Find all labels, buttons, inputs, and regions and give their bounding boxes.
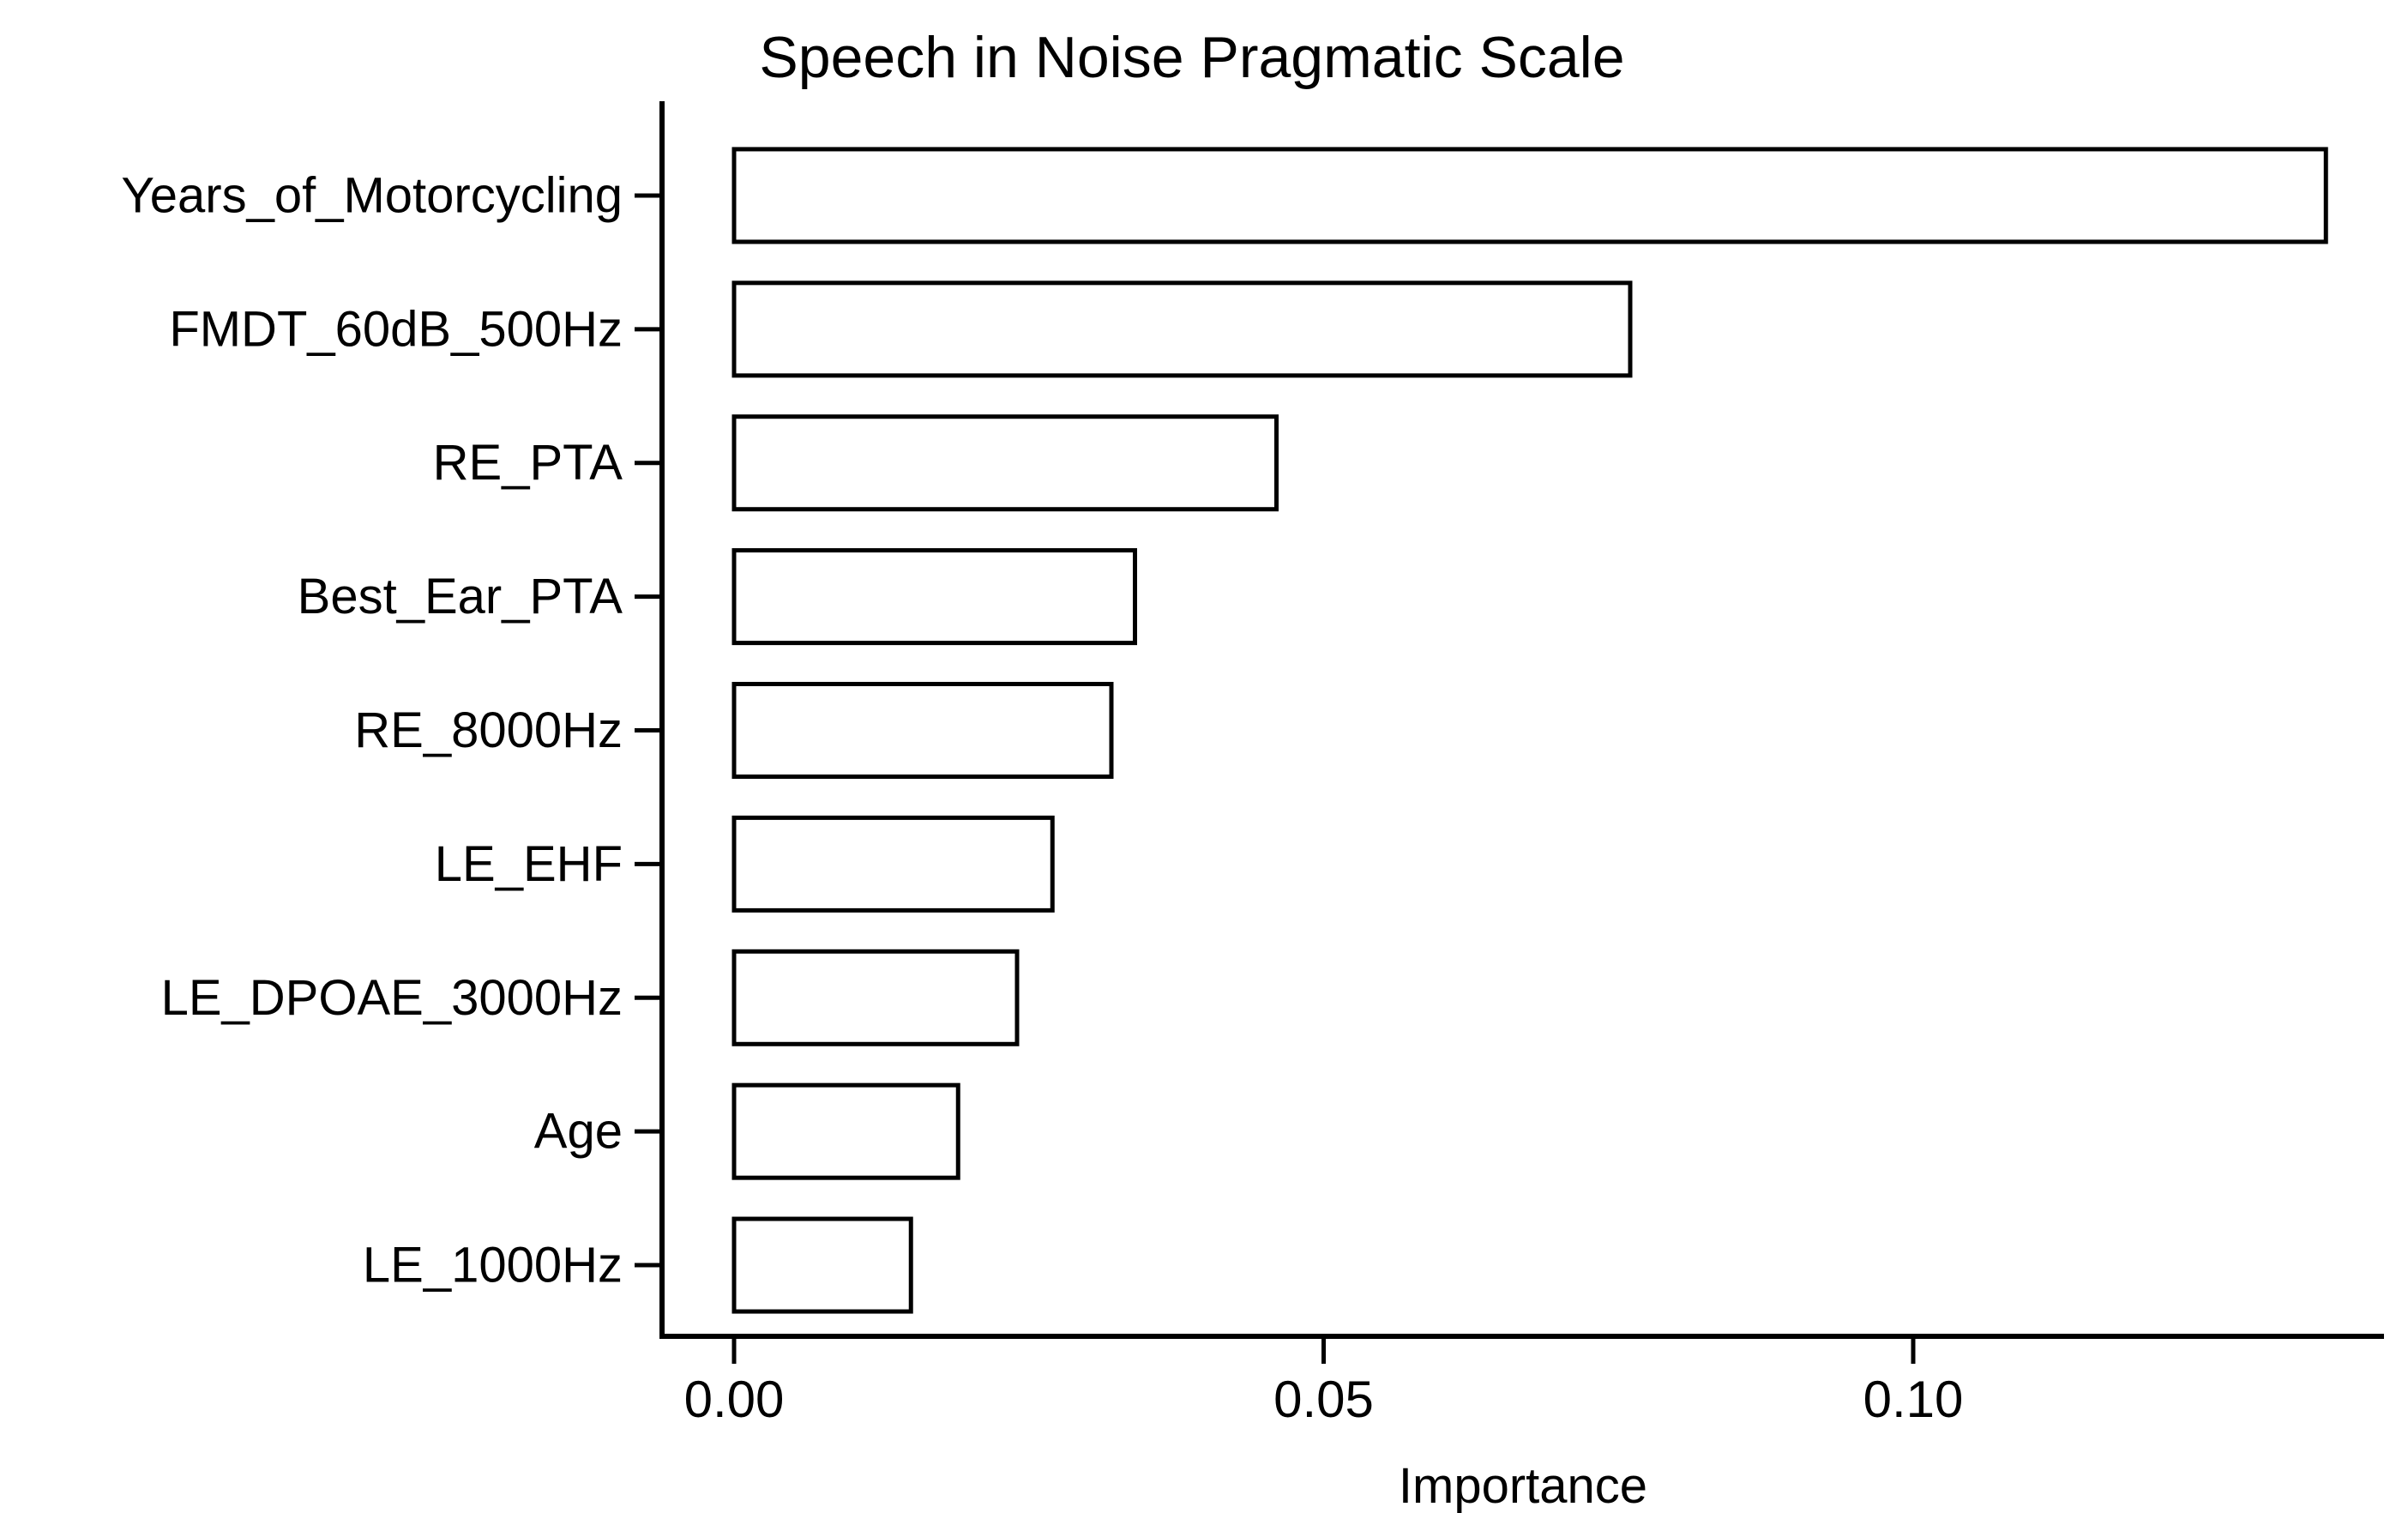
- axes-group: [635, 101, 2384, 1364]
- category-label-age: Age: [534, 1104, 623, 1160]
- category-label-le_dpoae_3000hz: LE_DPOAE_3000Hz: [161, 970, 623, 1026]
- bar-le_1000hz: [731, 1216, 913, 1314]
- x-axis-title: Importance: [1399, 1458, 1647, 1513]
- x-tick-label-2: 0.10: [1863, 1371, 1964, 1428]
- bar-fmdt_60db_500hz: [731, 280, 1633, 378]
- category-label-re_8000hz: RE_8000Hz: [354, 702, 623, 758]
- category-label-best_ear_pta: Best_Ear_PTA: [298, 569, 623, 624]
- category-label-re_pta: RE_PTA: [433, 435, 623, 491]
- bar-re_8000hz: [731, 682, 1114, 779]
- bar-re_pta: [731, 414, 1279, 512]
- bar-age: [731, 1082, 960, 1180]
- bar-le_ehf: [731, 815, 1055, 913]
- category-label-fmdt_60db_500hz: FMDT_60dB_500Hz: [169, 301, 623, 357]
- labels-group: Years_of_Motorcycling FMDT_60dB_500Hz RE_P…: [121, 167, 1963, 1428]
- bar-le_dpoae_3000hz: [731, 949, 1020, 1046]
- category-label-le_1000hz: LE_1000Hz: [363, 1238, 623, 1293]
- bar-best_ear_pta: [731, 548, 1137, 646]
- bar-years_of_motorcycling: [731, 147, 2328, 244]
- category-label-years_of_motorcycling: Years_of_Motorcycling: [121, 167, 623, 223]
- bars-group: [731, 147, 2328, 1314]
- category-label-le_ehf: LE_EHF: [435, 836, 623, 892]
- x-tick-label-0: 0.00: [684, 1371, 785, 1428]
- x-tick-label-1: 0.05: [1273, 1371, 1374, 1428]
- chart-title: Speech in Noise Pragmatic Scale: [759, 25, 1624, 90]
